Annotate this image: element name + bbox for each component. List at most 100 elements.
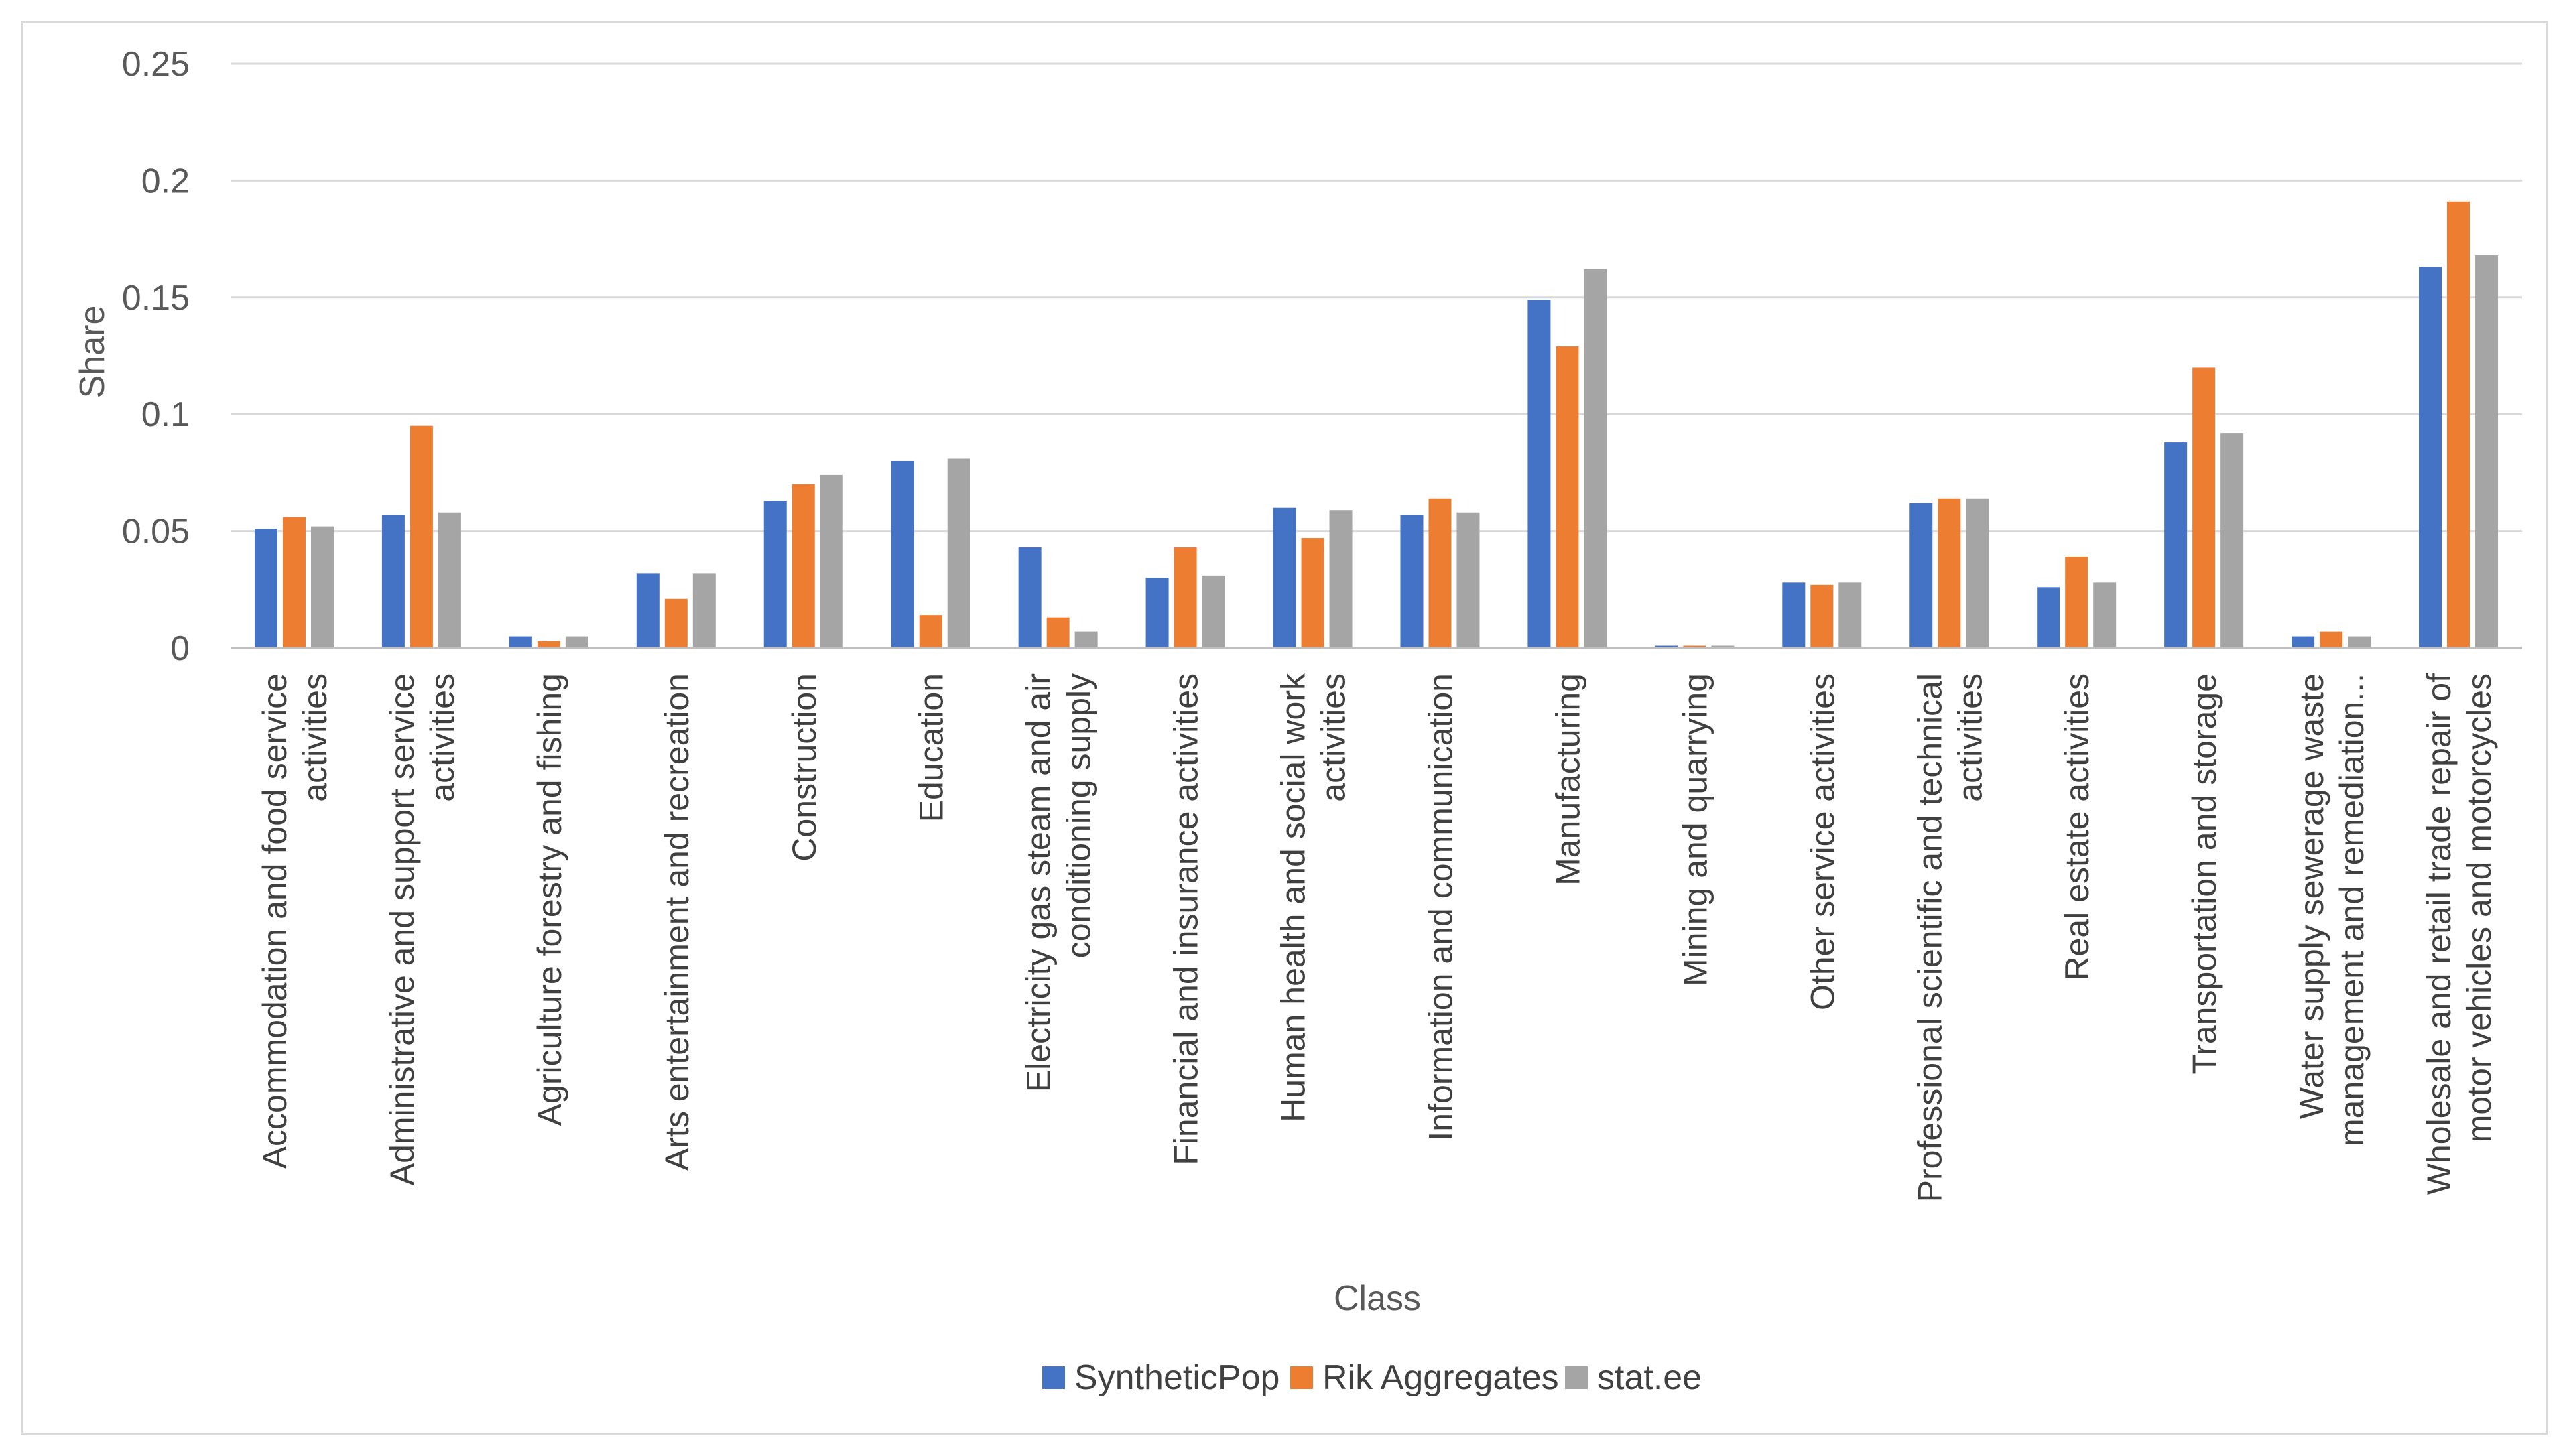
y-tick-label: 0: [170, 629, 190, 668]
x-category-label: Accommodation and food service activities: [256, 673, 334, 1169]
bar: [1400, 515, 1424, 648]
x-category-label: Arts entertainment and recreation: [658, 673, 696, 1171]
bar: [310, 526, 334, 648]
x-category-label: Professional scientific and technical act…: [1911, 673, 1989, 1202]
x-category-label-line: Real estate activities: [2058, 673, 2096, 981]
bar: [1174, 547, 1197, 648]
chart-frame: 0 0.05 0.1 0.15 0.2 0.25 Accommodation and fo…: [21, 21, 2548, 1435]
bar: [1655, 645, 1678, 648]
bar: [565, 636, 588, 648]
x-category-label: Administrative and support service activi…: [383, 673, 461, 1185]
bar: [1782, 582, 1806, 648]
x-category-label: Information and communication: [1422, 673, 1459, 1141]
legend-item: Rik Aggregates: [1290, 1358, 1559, 1397]
x-category-label-line: Other service activities: [1804, 673, 1841, 1010]
bar: [2192, 367, 2216, 648]
bar: [664, 598, 688, 648]
x-category-label-line: activities: [296, 673, 334, 802]
bar: [537, 641, 560, 648]
x-category-label: Agriculture forestry and fishing: [531, 673, 568, 1126]
x-category-label: Other service activities: [1804, 673, 1841, 1010]
bar: [2220, 433, 2244, 648]
bar: [763, 501, 787, 648]
bar: [1584, 269, 1607, 649]
x-category-label-line: Education: [913, 673, 950, 822]
bar: [410, 425, 433, 648]
x-category-label: Wholesale and retail trade repair of moto…: [2420, 673, 2498, 1195]
bar: [2475, 255, 2499, 648]
x-category-label-line: motor vehicles and motorcycles: [2460, 673, 2498, 1142]
bar: [1202, 575, 1225, 648]
x-category-label: Financial and insurance activities: [1168, 673, 1205, 1165]
bar: [1046, 617, 1070, 648]
y-axis-ticks: 0 0.05 0.1 0.15 0.2 0.25: [122, 45, 190, 668]
gridlines: [231, 62, 2522, 533]
bar: [1428, 498, 1452, 648]
bar: [1329, 510, 1353, 648]
legend-item: stat.ee: [1565, 1358, 1702, 1397]
x-category-label-line: Accommodation and food service: [256, 673, 294, 1169]
legend: SyntheticPop Rik Aggregates stat.ee: [1042, 1358, 1702, 1397]
x-category-label-line: Electricity gas steam and air: [1020, 673, 1058, 1092]
bar: [1556, 346, 1579, 648]
bar-chart: 0 0.05 0.1 0.15 0.2 0.25 Accommodation and fo…: [73, 45, 2522, 1397]
bar: [2419, 267, 2442, 648]
x-category-label: Electricity gas steam and air conditionin…: [1020, 673, 1098, 1092]
x-category-label-line: activities: [1315, 673, 1353, 802]
legend-swatch: [1290, 1366, 1313, 1389]
x-category-label: Human health and social work activities: [1275, 673, 1353, 1122]
bars: [254, 201, 2499, 649]
bar: [1810, 584, 1834, 648]
x-category-label-line: conditioning supply: [1060, 673, 1098, 958]
bar: [2164, 442, 2188, 648]
bar: [1966, 498, 1989, 648]
x-category-label-line: Wholesale and retail trade repair of: [2420, 673, 2458, 1195]
x-category-label-line: Administrative and support service: [383, 673, 421, 1185]
x-category-label-line: management and remediation...: [2333, 673, 2371, 1146]
bar: [2093, 582, 2117, 648]
x-axis-title: Class: [1334, 1279, 1421, 1318]
legend-label: stat.ee: [1597, 1358, 1702, 1397]
x-category-label-line: Information and communication: [1422, 673, 1459, 1141]
x-category-label-line: Manufacturing: [1549, 673, 1586, 886]
bar: [1456, 512, 1480, 648]
bar: [1711, 645, 1735, 648]
x-category-label: Water supply sewerage waste management an…: [2293, 673, 2371, 1146]
y-axis-title: Share: [73, 306, 112, 399]
bar: [692, 573, 716, 648]
bar: [282, 517, 306, 648]
bar: [636, 573, 660, 648]
bar: [1273, 507, 1296, 648]
x-category-label-line: Water supply sewerage waste: [2293, 673, 2330, 1119]
bar: [1938, 498, 1961, 648]
bar: [820, 474, 843, 648]
y-tick-label: 0.15: [122, 279, 190, 318]
x-category-label-line: Transportation and storage: [2186, 673, 2223, 1075]
x-category-label-line: Mining and quarrying: [1676, 673, 1714, 986]
bar: [1074, 631, 1098, 648]
y-tick-label: 0.1: [141, 395, 190, 434]
x-category-label-line: Professional scientific and technical: [1911, 673, 1948, 1202]
bar: [254, 529, 277, 648]
bar: [2292, 636, 2315, 648]
bar: [919, 615, 942, 648]
bar: [438, 512, 461, 648]
bar: [2320, 631, 2343, 648]
x-category-label: Education: [913, 673, 950, 822]
x-category-label: Construction: [786, 673, 823, 862]
bar: [792, 484, 815, 648]
y-tick-label: 0.05: [122, 513, 190, 551]
bar: [1145, 578, 1169, 648]
x-category-label: Real estate activities: [2058, 673, 2096, 981]
y-tick-label: 0.25: [122, 45, 190, 84]
x-category-label-line: Construction: [786, 673, 823, 862]
bar: [509, 636, 532, 648]
bar: [1018, 547, 1042, 648]
legend-swatch: [1042, 1366, 1065, 1389]
bar: [1838, 582, 1862, 648]
bar: [2065, 556, 2088, 648]
x-category-label-line: activities: [424, 673, 461, 802]
bar: [947, 458, 970, 648]
x-category-label-line: Arts entertainment and recreation: [658, 673, 696, 1171]
x-category-label: Manufacturing: [1549, 673, 1586, 886]
